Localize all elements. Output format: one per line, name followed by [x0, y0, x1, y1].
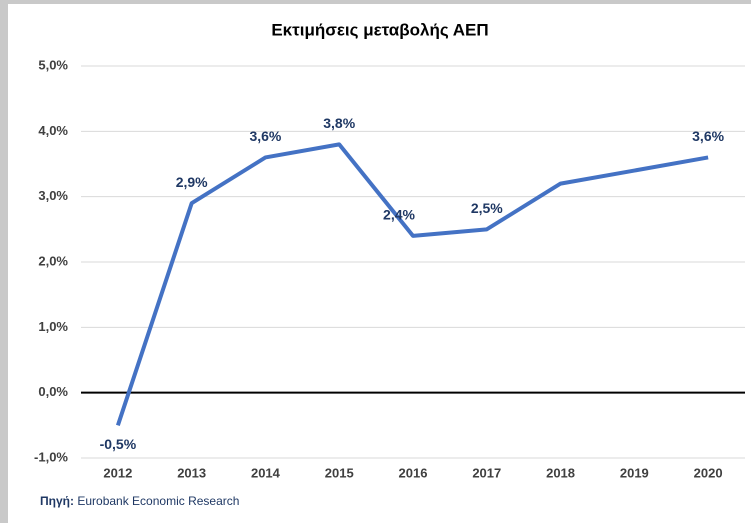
x-tick-label: 2018	[546, 465, 575, 480]
x-tick-label: 2012	[103, 465, 132, 480]
y-tick-label: -1,0%	[34, 449, 68, 464]
chart-background	[8, 4, 751, 523]
x-tick-label: 2013	[177, 465, 206, 480]
y-tick-label: 3,0%	[38, 188, 68, 203]
chart-title: Εκτιμήσεις μεταβολής ΑΕΠ	[271, 20, 488, 39]
y-tick-label: 4,0%	[38, 123, 68, 138]
y-tick-label: 0,0%	[38, 384, 68, 399]
y-tick-label: 2,0%	[38, 253, 68, 268]
x-tick-label: 2014	[251, 465, 281, 480]
data-label: -0,5%	[100, 436, 137, 452]
x-tick-label: 2015	[325, 465, 354, 480]
data-label: 2,4%	[383, 207, 415, 223]
data-label: 3,6%	[249, 128, 281, 144]
source-text: Eurobank Economic Research	[77, 494, 239, 508]
data-label: 3,8%	[323, 115, 355, 131]
x-tick-label: 2020	[694, 465, 723, 480]
y-tick-label: 1,0%	[38, 319, 68, 334]
source: Πηγή: Eurobank Economic Research	[40, 494, 239, 508]
y-tick-label: 5,0%	[38, 57, 68, 72]
data-label: 2,5%	[471, 200, 503, 216]
source-label: Πηγή:	[40, 494, 74, 508]
x-tick-label: 2017	[472, 465, 501, 480]
data-label: 2,9%	[176, 174, 208, 190]
line	[115, 142, 709, 426]
x-tick-label: 2016	[399, 465, 428, 480]
x-tick-label: 2019	[620, 465, 649, 480]
data-label: 3,6%	[692, 128, 724, 144]
